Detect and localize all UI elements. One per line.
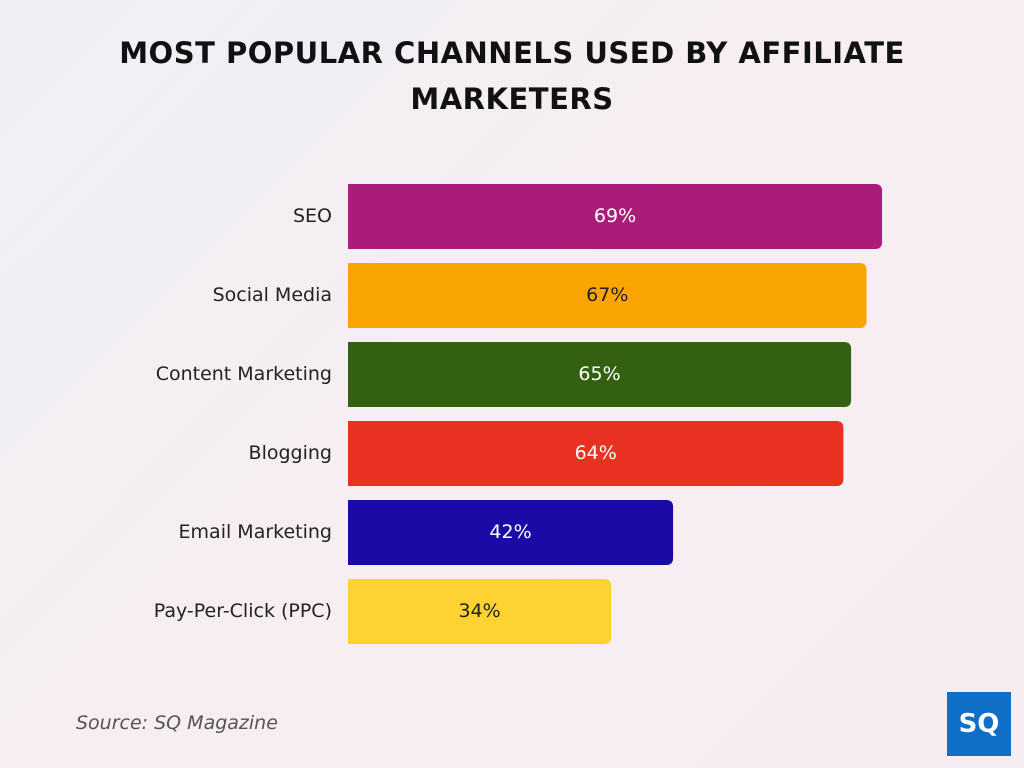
category-label: Content Marketing (156, 363, 332, 385)
category-label: Blogging (249, 442, 332, 464)
category-label: Email Marketing (179, 521, 332, 543)
data-label: 64% (575, 442, 617, 464)
category-label: Social Media (213, 284, 332, 306)
data-label: 67% (586, 284, 628, 306)
data-label: 65% (578, 363, 620, 385)
bar (348, 342, 852, 407)
chart-title: MOST POPULAR CHANNELS USED BY AFFILIATE … (119, 36, 905, 116)
category-label: SEO (293, 205, 332, 227)
bar (348, 184, 883, 249)
bar (348, 500, 674, 565)
bar (348, 421, 844, 486)
bar (348, 263, 867, 328)
data-label: 42% (489, 521, 531, 543)
data-label: 69% (594, 205, 636, 227)
source-note: Source: SQ Magazine (76, 712, 278, 734)
data-label: 34% (458, 600, 500, 622)
category-label: Pay-Per-Click (PPC) (154, 600, 332, 622)
logo: SQ (947, 692, 1011, 756)
bar (348, 579, 612, 644)
